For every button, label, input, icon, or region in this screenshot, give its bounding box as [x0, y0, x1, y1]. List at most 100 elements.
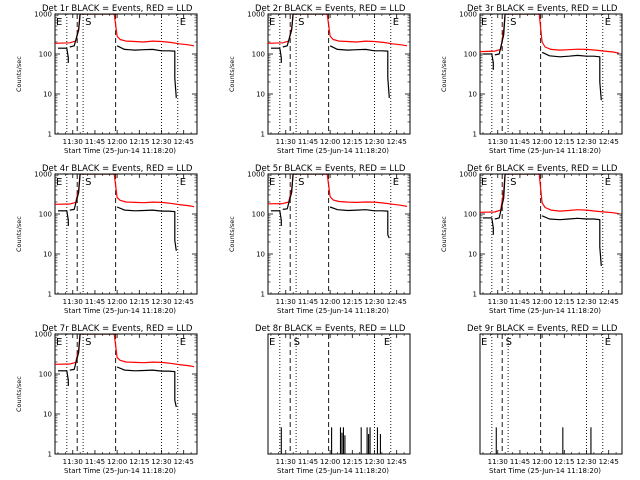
x-tick-label: 12:15 — [342, 458, 362, 466]
series-group — [55, 14, 195, 98]
panel-title: Det 1r BLACK = Events, RED = LLD — [42, 4, 193, 14]
x-axis-label: Start Time (25-Jun-14 11:18:20) — [277, 307, 389, 315]
series-line-lld — [480, 174, 620, 215]
x-tick-label: 11:30 — [276, 458, 296, 466]
y-axis-label: Counts/sec — [15, 216, 23, 252]
detector-panel-5: Det 5r BLACK = Events, RED = LLD Counts/s… — [228, 164, 411, 315]
y-tick-label: 1000 — [247, 11, 265, 19]
x-tick-label: 12:00 — [107, 298, 127, 306]
panel-title: Det 4r BLACK = Events, RED = LLD — [42, 164, 193, 174]
series-line-events — [69, 334, 116, 371]
x-tick-label: 12:00 — [320, 138, 340, 146]
panel-title: Det 2r BLACK = Events, RED = LLD — [255, 4, 406, 14]
event-marker-label: S — [510, 177, 516, 188]
y-tick-label: 1 — [48, 131, 52, 139]
x-tick-label: 11:45 — [85, 138, 105, 146]
event-marker-label: E — [605, 17, 611, 28]
event-marker-label: E — [481, 337, 487, 348]
x-tick-label: 12:00 — [532, 138, 552, 146]
x-tick-label: 11:30 — [63, 298, 83, 306]
series-line-events — [329, 206, 390, 239]
series-group — [55, 334, 195, 408]
event-marker-label: E — [269, 17, 275, 28]
y-tick-label: 100 — [252, 211, 265, 219]
x-tick-label: 12:15 — [129, 298, 149, 306]
x-axis-label: Start Time (25-Jun-14 11:18:20) — [277, 467, 389, 475]
series-line-events — [541, 51, 602, 101]
x-tick-label: 12:45 — [387, 298, 407, 306]
x-axis-label: Start Time (25-Jun-14 11:18:20) — [277, 147, 389, 155]
x-tick-label: 11:45 — [510, 298, 530, 306]
x-tick-label: 12:30 — [364, 138, 384, 146]
event-marker-label: S — [510, 17, 516, 28]
x-tick-label: 12:45 — [599, 138, 619, 146]
x-axis-label: Start Time (25-Jun-14 11:18:20) — [64, 307, 176, 315]
y-tick-label: 1000 — [459, 171, 477, 179]
detector-panel-6: Det 6r BLACK = Events, RED = LLD Counts/s… — [440, 164, 623, 315]
event-marker-label: S — [298, 17, 304, 28]
event-marker-label: E — [605, 337, 611, 348]
plot-frame — [54, 173, 198, 295]
panel-title: Det 8r BLACK = Events, RED = LLD — [255, 324, 406, 334]
event-marker-label: S — [506, 337, 512, 348]
x-axis-label: Start Time (25-Jun-14 11:18:20) — [489, 467, 601, 475]
x-tick-label: 12:45 — [387, 138, 407, 146]
plot-frame — [267, 173, 411, 295]
y-axis-label: Counts/sec — [228, 56, 236, 92]
series-line-events — [282, 174, 329, 210]
x-tick-label: 12:30 — [151, 138, 171, 146]
x-tick-label: 11:30 — [276, 298, 296, 306]
series-line-events — [541, 215, 602, 267]
plot-frame — [267, 333, 411, 455]
event-marker-label: E — [605, 177, 611, 188]
series-line-events — [116, 366, 177, 408]
series-line-lld — [268, 174, 408, 207]
x-tick-label: 11:45 — [298, 298, 318, 306]
detector-panel-7: Det 7r BLACK = Events, RED = LLD Counts/s… — [15, 324, 198, 475]
y-axis-label: Counts/sec — [15, 376, 23, 412]
detector-panel-1: Det 1r BLACK = Events, RED = LLD Counts/s… — [15, 4, 198, 155]
y-tick-label: 1 — [473, 131, 477, 139]
x-tick-label: 11:30 — [488, 298, 508, 306]
event-marker-label: E — [384, 337, 390, 348]
event-marker-label: E — [393, 17, 399, 28]
panel-title: Det 3r BLACK = Events, RED = LLD — [467, 4, 618, 14]
y-axis-label: Counts/sec — [228, 216, 236, 252]
x-axis-label: Start Time (25-Jun-14 11:18:20) — [64, 467, 176, 475]
series-line-events — [66, 370, 69, 386]
y-tick-label: 10 — [468, 91, 477, 99]
series-line-events — [491, 217, 494, 235]
x-tick-label: 12:15 — [129, 138, 149, 146]
event-marker-label: S — [294, 337, 300, 348]
x-tick-label: 12:45 — [599, 298, 619, 306]
x-axis-label: Start Time (25-Jun-14 11:18:20) — [64, 147, 176, 155]
x-tick-label: 12:15 — [342, 298, 362, 306]
y-tick-label: 1 — [261, 291, 265, 299]
x-tick-label: 12:45 — [174, 138, 194, 146]
event-marker-label: S — [85, 337, 91, 348]
plot-frame — [479, 173, 623, 295]
series-group — [268, 174, 408, 239]
y-tick-label: 10 — [468, 251, 477, 259]
x-tick-label: 12:30 — [576, 298, 596, 306]
x-tick-label: 11:30 — [276, 138, 296, 146]
y-tick-label: 1 — [261, 131, 265, 139]
x-tick-label: 12:45 — [387, 458, 407, 466]
y-tick-label: 10 — [43, 411, 52, 419]
event-marker-label: E — [56, 337, 62, 348]
y-tick-label: 10 — [256, 91, 265, 99]
y-tick-label: 100 — [252, 51, 265, 59]
x-tick-label: 12:00 — [107, 138, 127, 146]
event-marker-label: E — [56, 177, 62, 188]
series-group — [480, 174, 620, 267]
x-axis-label: Start Time (25-Jun-14 11:18:20) — [489, 307, 601, 315]
y-tick-label: 1 — [48, 291, 52, 299]
x-tick-label: 12:30 — [364, 458, 384, 466]
y-tick-label: 1000 — [247, 171, 265, 179]
x-tick-label: 11:45 — [298, 138, 318, 146]
series-line-events — [116, 45, 177, 98]
series-line-events — [494, 14, 541, 56]
series-group — [495, 427, 592, 454]
series-line-events — [69, 174, 116, 211]
